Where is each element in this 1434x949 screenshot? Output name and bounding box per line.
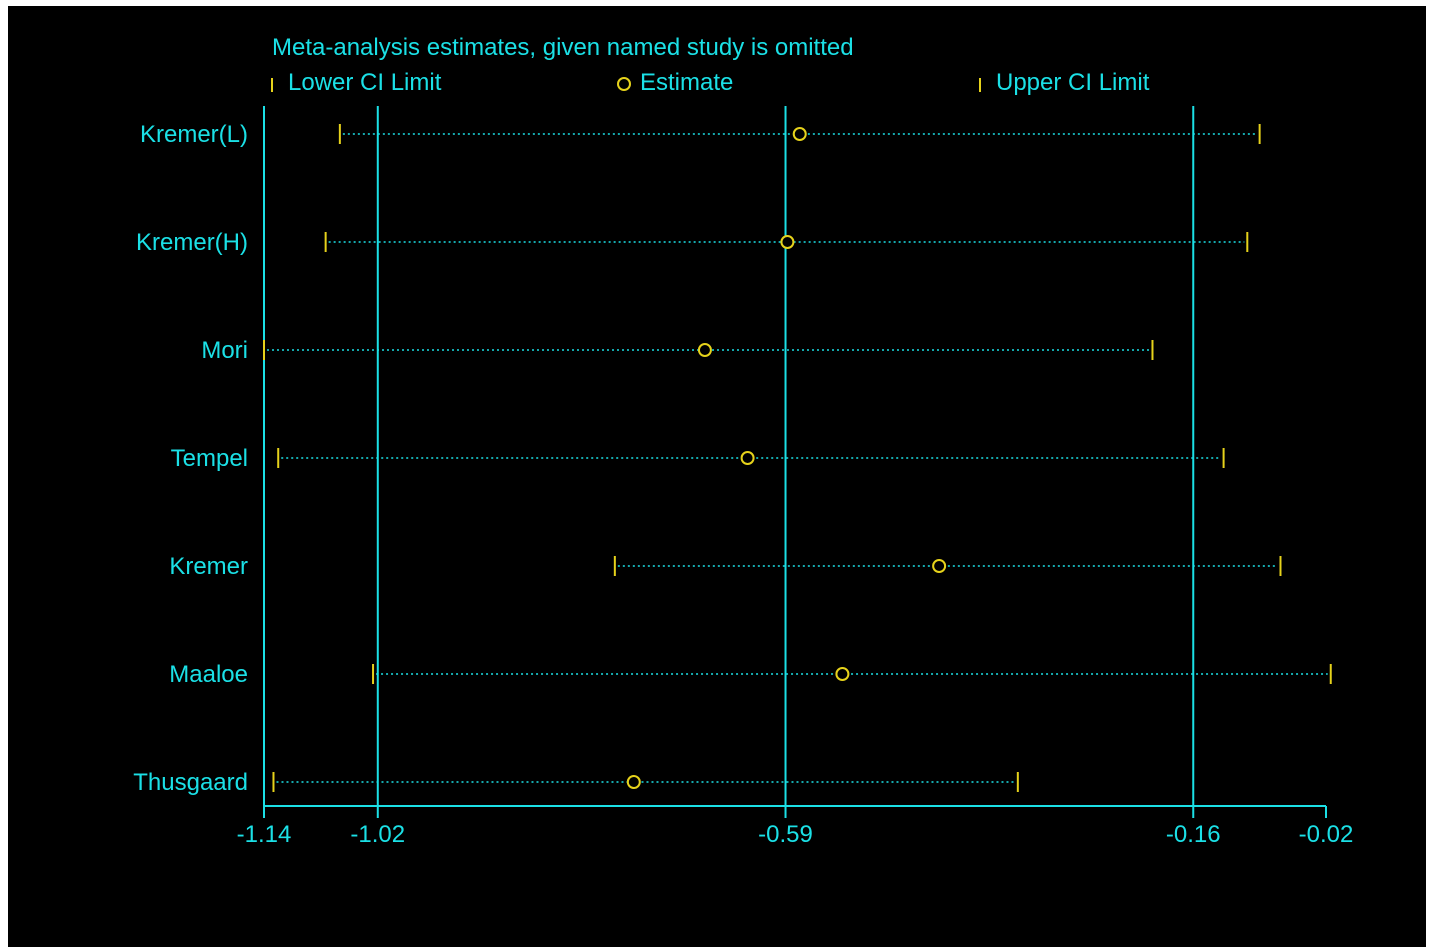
study-label: Tempel — [171, 445, 248, 472]
estimate-marker — [792, 127, 807, 141]
chart-title: Meta-analysis estimates, given named stu… — [272, 34, 854, 61]
estimate-marker — [932, 559, 947, 573]
study-label: Maaloe — [169, 661, 248, 688]
estimate-marker — [697, 343, 712, 357]
x-tick-label: -0.59 — [758, 821, 813, 848]
estimate-marker — [740, 451, 755, 465]
legend-circle-icon — [617, 77, 631, 91]
study-row: Kremer — [169, 553, 1282, 580]
x-axis: -1.14 -1.02 -0.59 -0.16 -0.02 — [237, 805, 1354, 848]
study-label: Kremer(L) — [140, 121, 248, 148]
study-rows: Kremer(L) Kremer(H) Mori Tempel Kremer Maaloe… — [133, 121, 1332, 796]
legend-label: Estimate — [640, 69, 733, 96]
study-label: Kremer(H) — [136, 229, 248, 256]
study-row: Mori — [201, 337, 1154, 364]
legend: Lower CI Limit Estimate Upper CI Limit — [271, 69, 1150, 96]
estimate-marker — [626, 775, 641, 789]
reference-lines — [263, 106, 1195, 806]
study-row: Tempel — [171, 445, 1225, 472]
legend-label: Upper CI Limit — [996, 69, 1150, 96]
estimate-marker — [835, 667, 850, 681]
chart-frame: Meta-analysis estimates, given named stu… — [8, 6, 1426, 947]
estimate-marker — [780, 235, 795, 249]
study-label: Thusgaard — [133, 769, 248, 796]
legend-label: Lower CI Limit — [288, 69, 442, 96]
study-row: Kremer(H) — [136, 229, 1249, 256]
study-row: Kremer(L) — [140, 121, 1261, 148]
study-label: Mori — [201, 337, 248, 364]
study-row: Maaloe — [169, 661, 1332, 688]
x-tick-label: -0.02 — [1299, 821, 1354, 848]
study-label: Kremer — [169, 553, 248, 580]
x-tick-label: -1.02 — [350, 821, 405, 848]
forest-plot: Meta-analysis estimates, given named stu… — [133, 34, 1354, 848]
x-tick-label: -1.14 — [237, 821, 292, 848]
x-tick-label: -0.16 — [1166, 821, 1221, 848]
study-row: Thusgaard — [133, 769, 1019, 796]
